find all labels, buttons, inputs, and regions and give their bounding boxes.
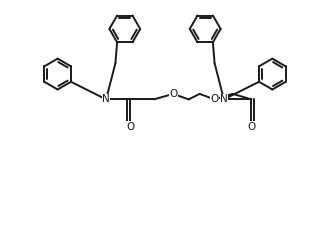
Text: N: N <box>220 94 228 104</box>
Text: N: N <box>102 94 110 104</box>
Text: O: O <box>211 94 219 104</box>
Text: O: O <box>126 122 134 132</box>
Text: O: O <box>169 89 178 99</box>
Text: O: O <box>247 122 255 132</box>
